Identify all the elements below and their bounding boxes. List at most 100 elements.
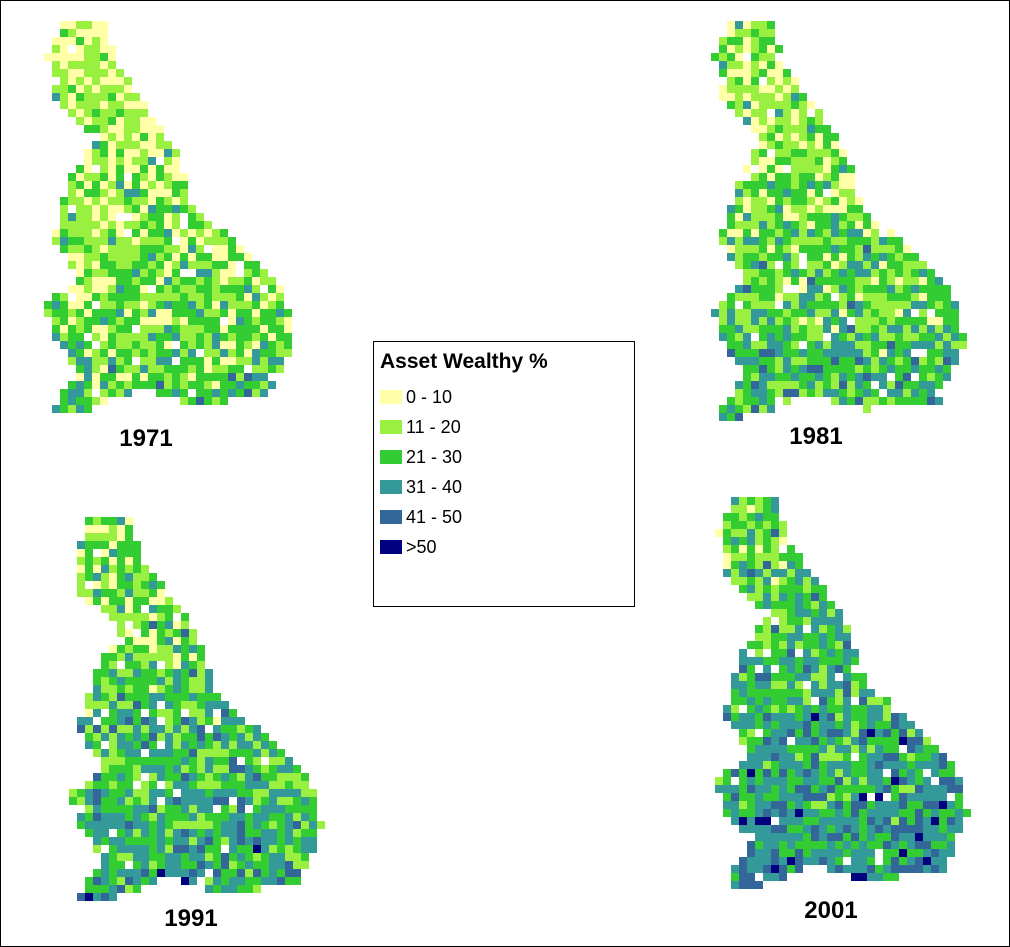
map-cell (268, 277, 276, 285)
map-cell (879, 261, 887, 269)
map-cell (795, 865, 803, 873)
map-cell (124, 261, 132, 269)
map-cell (125, 653, 133, 661)
map-cell (927, 317, 935, 325)
map-cell (771, 585, 779, 593)
map-cell (843, 625, 851, 633)
map-cell (767, 125, 775, 133)
map-cell (252, 341, 260, 349)
map-cell (245, 877, 253, 885)
map-cell (731, 553, 739, 561)
map-cell (237, 717, 245, 725)
map-cell (164, 285, 172, 293)
map-cell (165, 805, 173, 813)
map-cell (887, 341, 895, 349)
map-cell (759, 133, 767, 141)
legend-items: 0 - 10 11 - 20 21 - 30 31 - 40 41 - 50 >50 (380, 382, 628, 562)
map-cell (895, 349, 903, 357)
map-cell (109, 589, 117, 597)
map-cell (799, 141, 807, 149)
map-cell (156, 293, 164, 301)
map-cell (228, 301, 236, 309)
map-cell (149, 805, 157, 813)
map-cell (52, 93, 60, 101)
map-cell (92, 229, 100, 237)
map-cell (124, 85, 132, 93)
map-cell (293, 773, 301, 781)
map-cell (148, 253, 156, 261)
map-cell (791, 229, 799, 237)
map-cell (947, 785, 955, 793)
map-cell (181, 701, 189, 709)
map-cell (108, 85, 116, 93)
map-cell (109, 749, 117, 757)
map-cell (783, 397, 791, 405)
map-cell (181, 749, 189, 757)
map-cell (743, 357, 751, 365)
map-cell (743, 85, 751, 93)
map-cell (735, 221, 743, 229)
map-cell (269, 869, 277, 877)
map-cell (735, 213, 743, 221)
map-cell (815, 117, 823, 125)
map-cell (140, 213, 148, 221)
map-cell (751, 85, 759, 93)
map-cell (723, 705, 731, 713)
map-cell (759, 245, 767, 253)
map-cell (903, 317, 911, 325)
map-cell (109, 661, 117, 669)
map-cell (859, 673, 867, 681)
map-cell (180, 373, 188, 381)
map-cell (839, 221, 847, 229)
map-cell (189, 861, 197, 869)
map-cell (779, 625, 787, 633)
map-cell (915, 865, 923, 873)
map-cell (84, 125, 92, 133)
map-cell (149, 837, 157, 845)
map-cell (93, 781, 101, 789)
map-cell (85, 877, 93, 885)
map-cell (92, 109, 100, 117)
map-cell (827, 729, 835, 737)
map-cell (92, 157, 100, 165)
map-cell (927, 397, 935, 405)
map-cell (775, 181, 783, 189)
map-cell (907, 817, 915, 825)
map-cell (156, 261, 164, 269)
map-cell (76, 37, 84, 45)
map-cell (261, 853, 269, 861)
map-cell (148, 205, 156, 213)
map-cell (84, 405, 92, 413)
map-cell (779, 705, 787, 713)
map-cell (124, 389, 132, 397)
map-cell (285, 765, 293, 773)
map-cell (839, 301, 847, 309)
map-cell (157, 757, 165, 765)
map-cell (755, 745, 763, 753)
map-cell (795, 761, 803, 769)
map-cell (276, 365, 284, 373)
map-cell (927, 341, 935, 349)
map-cell (228, 341, 236, 349)
map-cell (205, 805, 213, 813)
map-cell (100, 45, 108, 53)
map-cell (180, 309, 188, 317)
map-cell (124, 221, 132, 229)
map-cell (204, 253, 212, 261)
map-cell (783, 381, 791, 389)
map-cell (268, 309, 276, 317)
map-cell (117, 757, 125, 765)
map-cell (180, 341, 188, 349)
map-cell (68, 221, 76, 229)
map-cell (947, 809, 955, 817)
map-cell (883, 873, 891, 881)
map-cell (204, 389, 212, 397)
map-cell (213, 813, 221, 821)
map-cell (100, 109, 108, 117)
map-cell (260, 317, 268, 325)
map-cell (855, 285, 863, 293)
map-cell (871, 221, 879, 229)
map-cell (763, 825, 771, 833)
map-cell (923, 793, 931, 801)
map-cell (739, 809, 747, 817)
